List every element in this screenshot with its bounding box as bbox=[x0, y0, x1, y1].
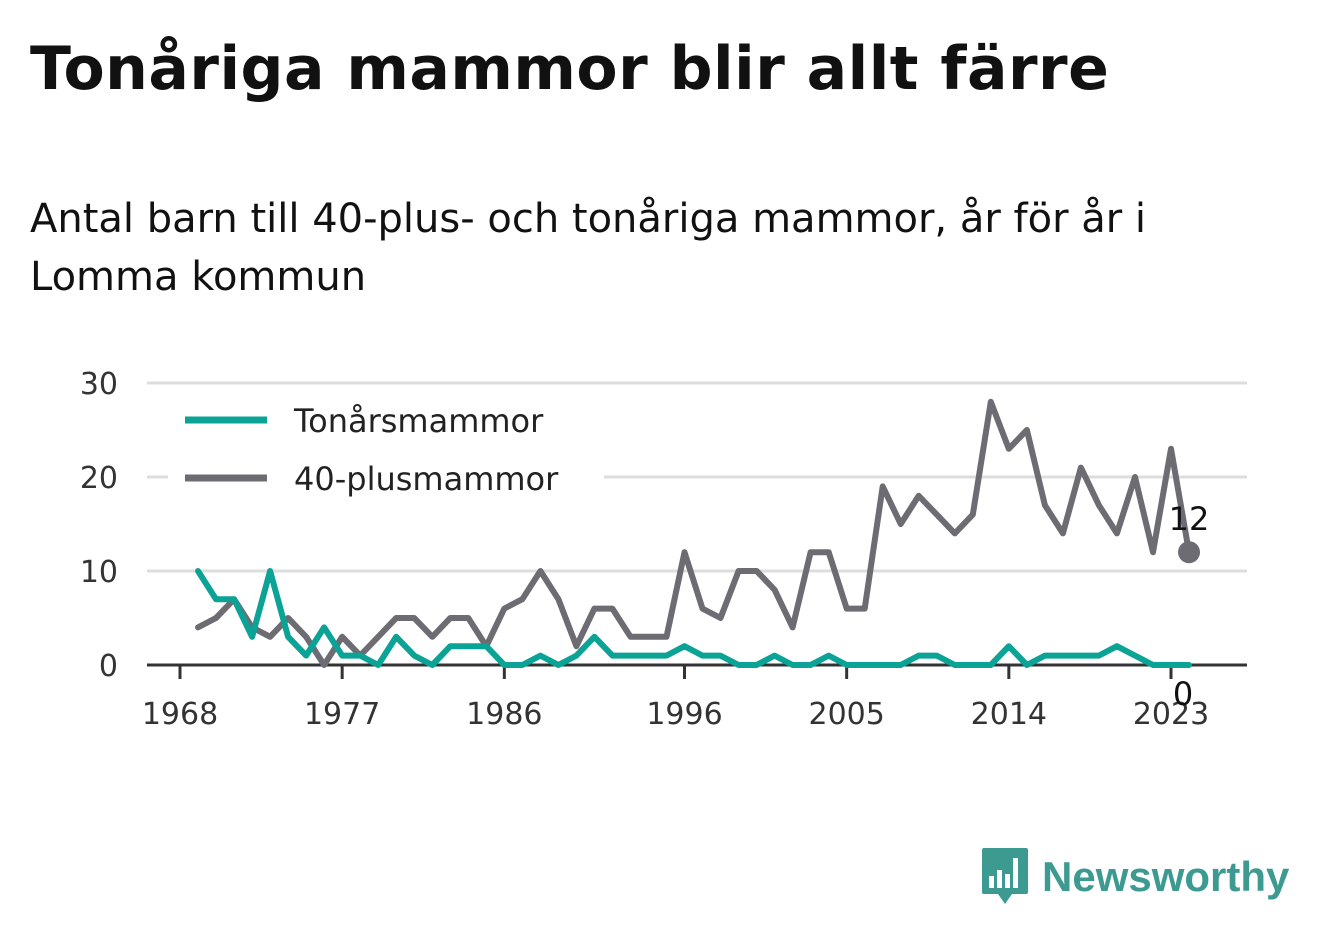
newsworthy-logo-icon bbox=[982, 848, 1028, 904]
legend-label: Tonårsmammor bbox=[293, 402, 544, 440]
y-tick-label: 0 bbox=[99, 649, 118, 684]
end-label-40-plus: 12 bbox=[1169, 500, 1210, 538]
legend: Tonårsmammor 40-plusmammor bbox=[168, 395, 604, 513]
end-labels: 12 0 bbox=[1169, 500, 1210, 713]
series-line-40-plusmammor bbox=[195, 398, 1192, 668]
x-tick-label: 1986 bbox=[466, 697, 542, 732]
y-tick-label: 20 bbox=[80, 461, 118, 496]
x-axis-ticks: 1968 1977 1986 1996 2005 2014 2023 bbox=[142, 665, 1209, 732]
legend-label: 40-plusmammor bbox=[294, 460, 559, 498]
x-tick-label: 1977 bbox=[304, 697, 380, 732]
series-end-marker bbox=[1178, 541, 1201, 564]
series-lines bbox=[195, 398, 1192, 668]
y-axis-ticks: 0 10 20 30 bbox=[80, 367, 118, 684]
chart-title: Tonåriga mammor blir allt färre bbox=[30, 34, 1110, 104]
y-tick-label: 10 bbox=[80, 555, 118, 590]
end-label-teen: 0 bbox=[1173, 675, 1193, 713]
x-tick-label: 2005 bbox=[808, 697, 884, 732]
x-tick-label: 2014 bbox=[971, 697, 1047, 732]
newsworthy-logo: Newsworthy bbox=[980, 846, 1289, 908]
series-line-tonarsmammor bbox=[195, 568, 1192, 668]
legend-background bbox=[168, 395, 604, 513]
y-tick-label: 30 bbox=[80, 367, 118, 402]
x-tick-label: 1968 bbox=[142, 697, 218, 732]
x-tick-label: 1996 bbox=[646, 697, 722, 732]
chart-subtitle: Antal barn till 40-plus- och tonåriga ma… bbox=[30, 196, 1147, 300]
brand-name: Newsworthy bbox=[1042, 853, 1290, 900]
x-tick-label: 2023 bbox=[1133, 697, 1209, 732]
